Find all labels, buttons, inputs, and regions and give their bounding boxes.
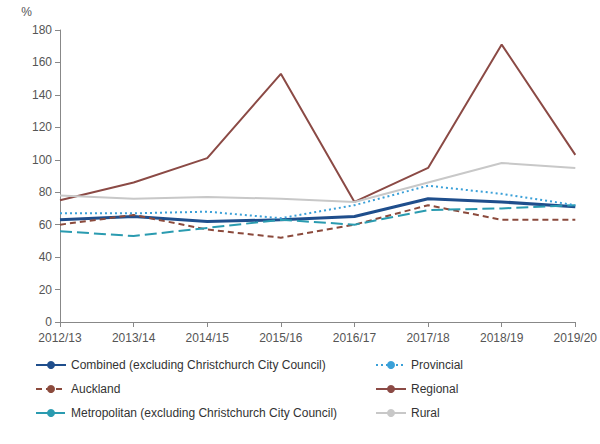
svg-text:0: 0	[45, 315, 52, 329]
svg-text:Auckland: Auckland	[71, 382, 120, 396]
svg-text:2012/13: 2012/13	[38, 331, 82, 345]
svg-text:2013/14: 2013/14	[112, 331, 156, 345]
svg-text:Provincial: Provincial	[411, 358, 463, 372]
svg-text:60: 60	[39, 218, 53, 232]
svg-text:180: 180	[32, 23, 52, 37]
svg-text:100: 100	[32, 153, 52, 167]
svg-text:2019/20: 2019/20	[554, 331, 598, 345]
svg-text:140: 140	[32, 88, 52, 102]
svg-text:2018/19: 2018/19	[480, 331, 524, 345]
svg-text:Metropolitan (excluding Christ: Metropolitan (excluding Christchurch Cit…	[71, 406, 337, 420]
svg-text:2015/16: 2015/16	[259, 331, 303, 345]
svg-text:80: 80	[39, 185, 53, 199]
svg-text:2014/15: 2014/15	[186, 331, 230, 345]
svg-text:Regional: Regional	[411, 382, 458, 396]
svg-text:Rural: Rural	[411, 406, 440, 420]
svg-text:40: 40	[39, 250, 53, 264]
svg-text:20: 20	[39, 283, 53, 297]
svg-text:160: 160	[32, 55, 52, 69]
svg-text:120: 120	[32, 120, 52, 134]
svg-text:%: %	[21, 5, 32, 19]
svg-text:Combined (excluding Christchur: Combined (excluding Christchurch City Co…	[71, 358, 326, 372]
svg-text:2017/18: 2017/18	[406, 331, 450, 345]
svg-text:2016/17: 2016/17	[333, 331, 377, 345]
